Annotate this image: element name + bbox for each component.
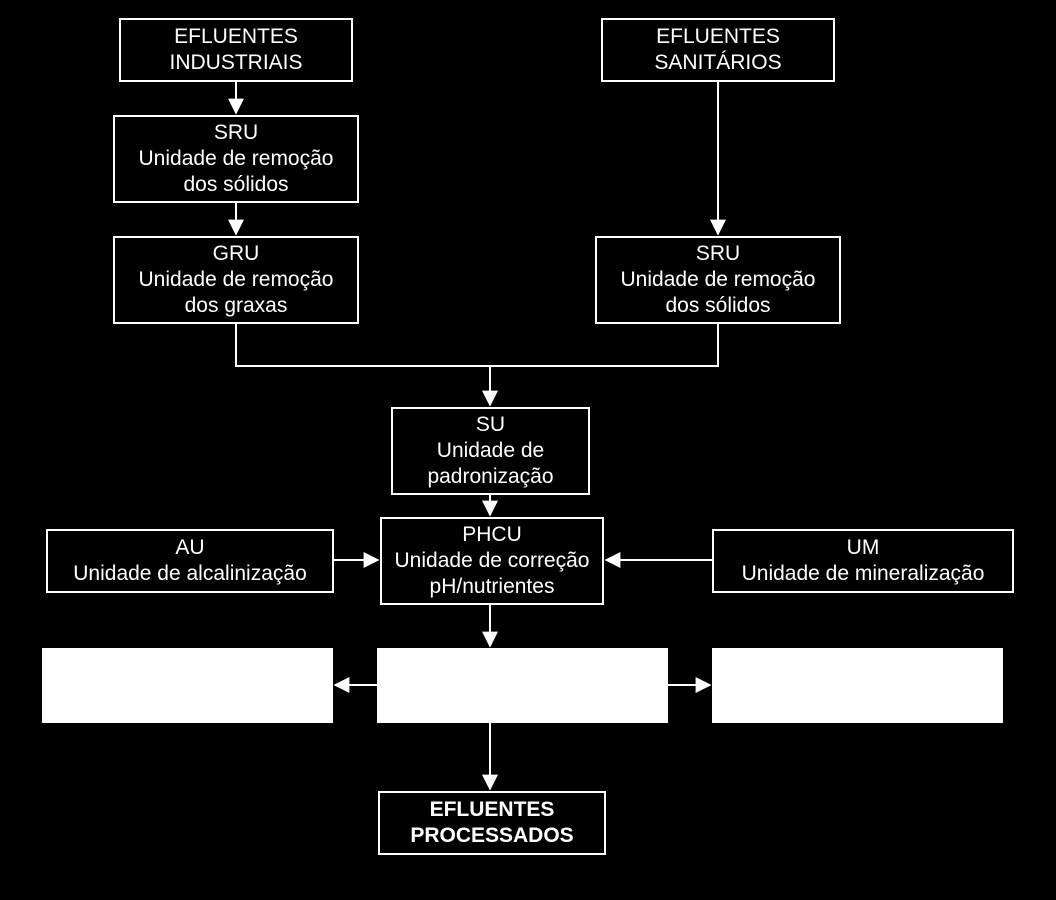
node-subtitle: Unidade de correçãopH/nutrientes [395, 548, 590, 601]
node-sru-sanitario: SRU Unidade de remoçãodos sólidos [595, 236, 841, 324]
node-title: AU [175, 535, 204, 561]
node-su: SU Unidade depadronização [391, 407, 590, 495]
node-au: AU Unidade de alcalinização [46, 529, 334, 593]
node-phcu: PHCU Unidade de correçãopH/nutrientes [380, 517, 604, 605]
node-blank-left [42, 648, 333, 723]
node-title: UM [847, 535, 880, 561]
node-title: EFLUENTES [656, 24, 780, 50]
node-subtitle: INDUSTRIAIS [169, 50, 302, 76]
node-subtitle: Unidade de remoçãodos sólidos [621, 267, 816, 320]
flowchart-diagram: EFLUENTES INDUSTRIAIS EFLUENTES SANITÁRI… [0, 0, 1056, 900]
node-subtitle: Unidade de remoçãodos sólidos [139, 146, 334, 199]
node-title: EFLUENTES [174, 24, 298, 50]
node-sru-industrial: SRU Unidade de remoçãodos sólidos [113, 115, 359, 203]
node-gru: GRU Unidade de remoçãodos graxas [113, 236, 359, 324]
node-subtitle: Unidade depadronização [427, 438, 553, 491]
node-title: PHCU [462, 522, 522, 548]
node-subtitle: Unidade de mineralização [742, 561, 985, 587]
node-subtitle: Unidade de remoçãodos graxas [139, 267, 334, 320]
node-title: EFLUENTES [430, 797, 555, 823]
node-efluentes-processados: EFLUENTES PROCESSADOS [378, 791, 606, 855]
node-subtitle: SANITÁRIOS [654, 50, 781, 76]
node-title: SRU [696, 241, 740, 267]
node-title: SRU [214, 120, 258, 146]
node-blank-center [377, 648, 668, 723]
node-efluentes-industriais: EFLUENTES INDUSTRIAIS [119, 18, 353, 82]
node-title: GRU [213, 241, 260, 267]
node-blank-right [712, 648, 1003, 723]
node-efluentes-sanitarios: EFLUENTES SANITÁRIOS [601, 18, 835, 82]
node-title: SU [476, 412, 505, 438]
node-subtitle: PROCESSADOS [410, 823, 573, 849]
node-um: UM Unidade de mineralização [712, 529, 1014, 593]
node-subtitle: Unidade de alcalinização [73, 561, 307, 587]
